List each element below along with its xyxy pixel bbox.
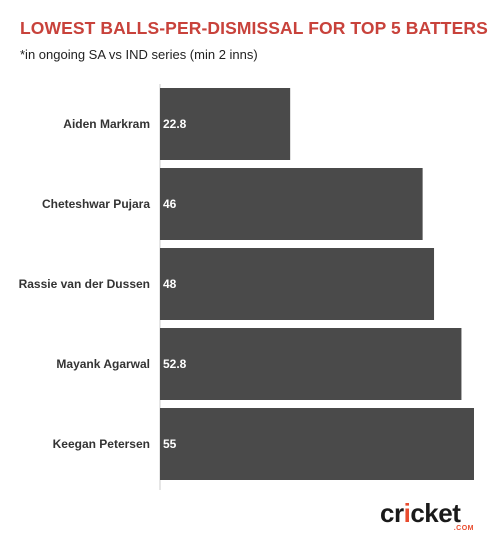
category-label-0: Aiden Markram — [63, 117, 150, 131]
bar-0 — [160, 88, 291, 160]
category-label-4: Keegan Petersen — [53, 437, 150, 451]
logo-tld: .COM — [453, 525, 474, 532]
bar-3 — [160, 328, 462, 400]
logo-wordmark: cricket — [380, 498, 461, 528]
data-label-4: 55 — [163, 437, 177, 451]
bar-2 — [160, 248, 435, 320]
data-label-2: 48 — [163, 277, 177, 291]
data-label-1: 46 — [163, 197, 177, 211]
chart-title: LOWEST BALLS-PER-DISMISSAL FOR TOP 5 BAT… — [20, 18, 488, 38]
data-label-3: 52.8 — [163, 357, 187, 371]
chart-subtitle: *in ongoing SA vs IND series (min 2 inns… — [20, 47, 258, 62]
category-label-3: Mayank Agarwal — [56, 357, 150, 371]
bar-1 — [160, 168, 423, 240]
category-label-1: Cheteshwar Pujara — [42, 197, 150, 211]
data-label-0: 22.8 — [163, 117, 187, 131]
cricket-com-logo: cricket .COM — [380, 500, 476, 534]
category-label-2: Rassie van der Dussen — [19, 277, 150, 291]
bar-4 — [160, 408, 474, 480]
